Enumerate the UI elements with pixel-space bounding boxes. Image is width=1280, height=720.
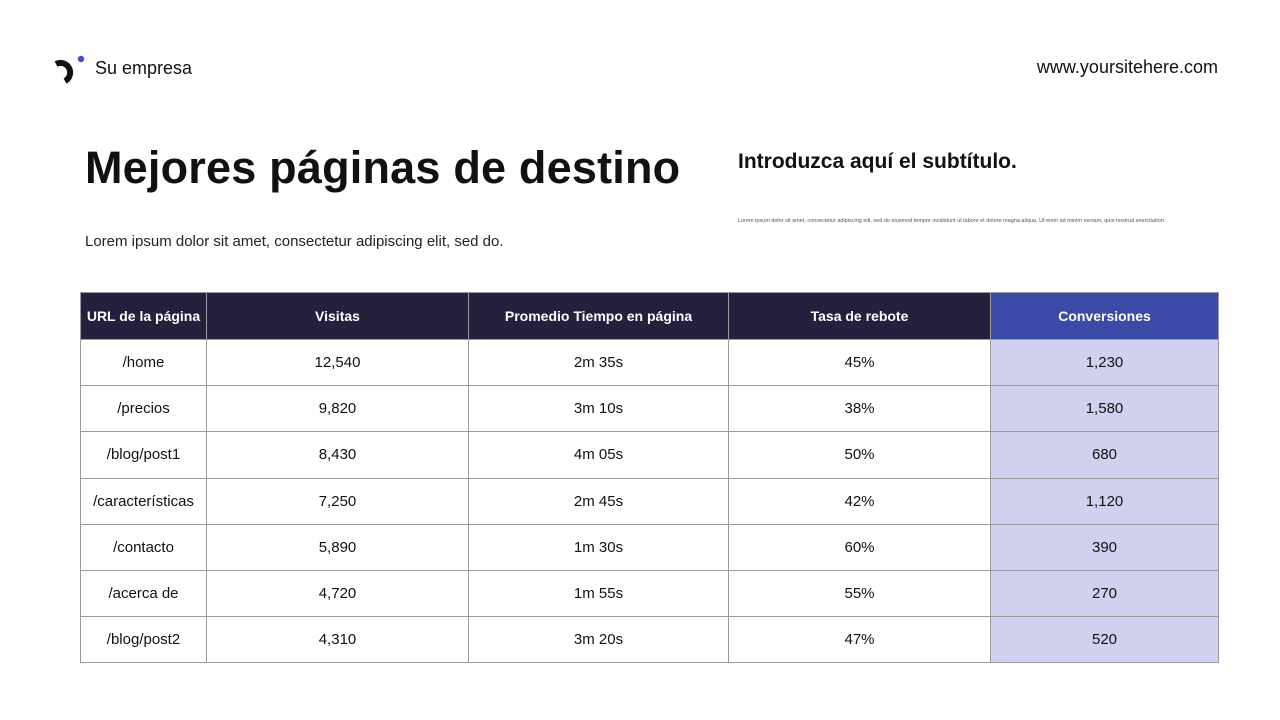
cell-conversions: 680 xyxy=(990,431,1219,479)
cell-avg-time: 2m 35s xyxy=(468,338,729,387)
table-row: /características 7,250 2m 45s 42% 1,120 xyxy=(80,477,1219,525)
body-small-text: Lorem ipsum dolor sit amet, consectetur … xyxy=(738,218,1166,224)
cell-conversions: 1,120 xyxy=(990,477,1219,525)
cell-bounce-rate: 45% xyxy=(728,338,991,387)
company-logo-icon xyxy=(54,55,85,84)
cell-conversions: 390 xyxy=(990,523,1219,571)
column-header-bounce-rate: Tasa de rebote xyxy=(728,292,991,340)
cell-url: /blog/post2 xyxy=(80,616,207,664)
column-header-url: URL de la página xyxy=(80,292,207,340)
cell-url: /contacto xyxy=(80,523,207,571)
cell-avg-time: 1m 30s xyxy=(468,523,729,571)
cell-visits: 8,430 xyxy=(206,431,469,479)
brand-name: Su empresa xyxy=(95,58,193,78)
cell-avg-time: 1m 55s xyxy=(468,569,729,618)
cell-conversions: 520 xyxy=(990,616,1219,664)
table-row: /blog/post1 8,430 4m 05s 50% 680 xyxy=(80,431,1219,479)
cell-bounce-rate: 47% xyxy=(728,616,991,664)
cell-bounce-rate: 38% xyxy=(728,385,991,433)
cell-url: /blog/post1 xyxy=(80,431,207,479)
cell-url: /precios xyxy=(80,385,207,433)
cell-visits: 4,720 xyxy=(206,569,469,618)
cell-bounce-rate: 60% xyxy=(728,523,991,571)
table-header-row: URL de la página Visitas Promedio Tiempo… xyxy=(80,292,1219,340)
site-url[interactable]: www.yoursitehere.com xyxy=(1036,57,1218,77)
cell-visits: 7,250 xyxy=(206,477,469,525)
cell-url: /características xyxy=(80,477,207,525)
cell-avg-time: 4m 05s xyxy=(468,431,729,479)
cell-conversions: 1,580 xyxy=(990,385,1219,433)
cell-conversions: 1,230 xyxy=(990,338,1219,387)
cell-conversions: 270 xyxy=(990,569,1219,618)
lead-text: Lorem ipsum dolor sit amet, consectetur … xyxy=(85,233,504,250)
cell-url: /acerca de xyxy=(80,569,207,618)
cell-url: /home xyxy=(80,338,207,387)
table-row: /blog/post2 4,310 3m 20s 47% 520 xyxy=(80,616,1219,664)
table-row: /home 12,540 2m 35s 45% 1,230 xyxy=(80,338,1219,387)
table-row: /contacto 5,890 1m 30s 60% 390 xyxy=(80,523,1219,571)
page-title: Mejores páginas de destino xyxy=(85,142,681,193)
landing-pages-table: URL de la página Visitas Promedio Tiempo… xyxy=(80,292,1219,664)
column-header-conversions: Conversiones xyxy=(990,292,1219,340)
table-row: /precios 9,820 3m 10s 38% 1,580 xyxy=(80,385,1219,433)
cell-visits: 9,820 xyxy=(206,385,469,433)
column-header-visits: Visitas xyxy=(206,292,469,340)
table-row: /acerca de 4,720 1m 55s 55% 270 xyxy=(80,569,1219,618)
cell-avg-time: 3m 20s xyxy=(468,616,729,664)
cell-avg-time: 2m 45s xyxy=(468,477,729,525)
column-header-avg-time: Promedio Tiempo en página xyxy=(468,292,729,340)
subtitle: Introduzca aquí el subtítulo. xyxy=(738,150,1017,173)
cell-bounce-rate: 50% xyxy=(728,431,991,479)
cell-visits: 12,540 xyxy=(206,338,469,387)
cell-avg-time: 3m 10s xyxy=(468,385,729,433)
cell-bounce-rate: 55% xyxy=(728,569,991,618)
cell-visits: 5,890 xyxy=(206,523,469,571)
cell-bounce-rate: 42% xyxy=(728,477,991,525)
cell-visits: 4,310 xyxy=(206,616,469,664)
header: Su empresa www.yoursitehere.com xyxy=(52,52,1218,86)
